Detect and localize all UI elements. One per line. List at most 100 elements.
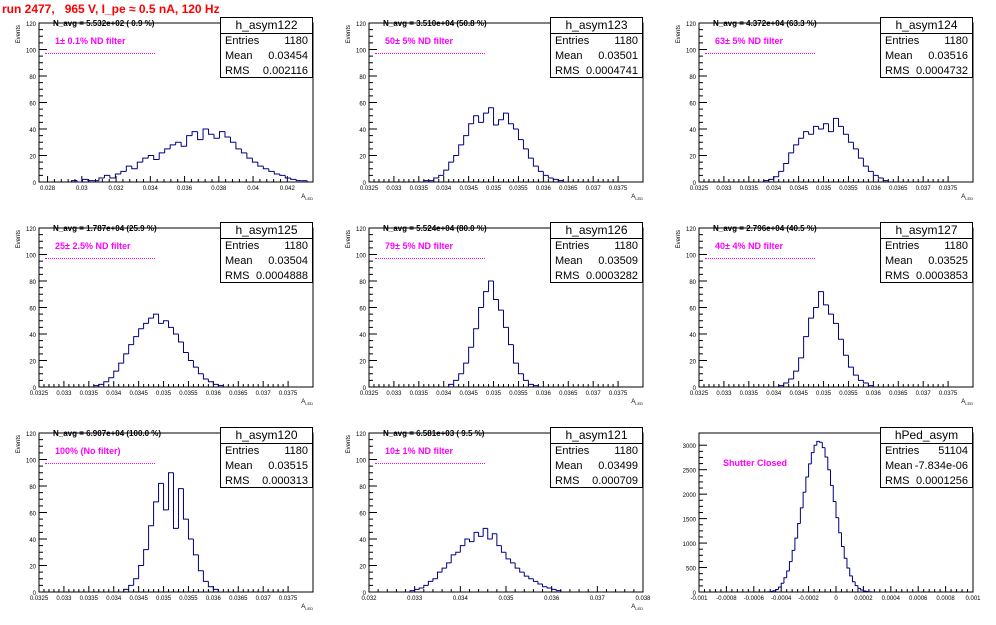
x-tick-label: 0.032 (361, 596, 377, 602)
histogram-bin (469, 124, 474, 136)
histogram-bin (824, 292, 829, 305)
stats-label: Mean (885, 459, 913, 474)
stats-label: Entries (555, 34, 589, 49)
annotation-underline (45, 463, 155, 464)
filter-annotation: Shutter Closed (723, 458, 787, 468)
histogram-bin (825, 448, 828, 457)
histogram-bin (858, 149, 863, 158)
histogram-bin (789, 153, 794, 164)
histogram-bin (843, 126, 848, 134)
x-tick-label: 0.033 (386, 186, 402, 192)
x-tick-label: 0.0002 (854, 596, 873, 602)
histogram-bin (504, 310, 509, 327)
histogram-bin (198, 132, 203, 140)
histogram-bin (489, 281, 494, 292)
histogram-bin (464, 363, 469, 374)
histogram-bin (203, 374, 208, 379)
histogram-bin (434, 178, 439, 181)
x-tick-label: 0.0004 (882, 596, 901, 602)
histogram-bin (829, 305, 834, 314)
x-tick-label: 0.0375 (279, 596, 298, 602)
x-tick-label: 0.036 (177, 186, 193, 192)
histogram-bin (114, 371, 119, 378)
histogram-bin (464, 136, 469, 145)
x-tick-label: 0.034 (436, 391, 452, 397)
stats-value: 51104 (938, 444, 968, 459)
stats-value: 0.03499 (598, 459, 638, 474)
histogram-bins (94, 314, 224, 387)
histogram-bin (203, 571, 208, 582)
histogram-bin (213, 382, 218, 385)
histogram-bin (154, 314, 159, 318)
stats-value: 1180 (614, 444, 638, 459)
x-tick-label: 0.0375 (939, 391, 958, 397)
x-tick-label: 0.034 (106, 391, 122, 397)
stats-value: 0.03504 (268, 254, 308, 269)
filter-annotation: 63± 5% ND filter (715, 36, 783, 46)
histogram-bin (533, 384, 538, 385)
x-tick-label: 0.0365 (889, 391, 908, 397)
y-tick-label: 20 (359, 565, 366, 571)
histogram-bin (523, 374, 528, 381)
histogram-bin (213, 587, 218, 590)
histogram-bin (806, 477, 809, 492)
histogram-bin (419, 588, 424, 589)
stats-value: 0.03525 (928, 254, 968, 269)
histogram-bin (533, 579, 538, 582)
stats-value: 1180 (944, 34, 968, 49)
filter-annotation: 1± 0.1% ND filter (55, 36, 125, 46)
histogram-bin (774, 177, 779, 180)
histogram-bin (822, 442, 825, 447)
x-tick-label: 0.0335 (410, 186, 429, 192)
histogram-bin (494, 281, 499, 300)
x-tick-label: 0.0335 (740, 186, 759, 192)
x-tick-label: 0.0325 (690, 391, 709, 397)
stats-label: Entries (885, 34, 919, 49)
histogram-bin (134, 579, 139, 586)
stats-label: RMS (885, 474, 909, 489)
histogram-bin (449, 162, 454, 170)
x-tick-label: 0.042 (280, 186, 296, 192)
histogram-name: h_asym120 (221, 428, 312, 444)
stats-value: -7.834e-06 (915, 459, 968, 474)
y-tick-label: 500 (686, 567, 697, 573)
y-tick-label: 20 (359, 155, 366, 161)
histogram-bins (410, 528, 561, 592)
histogram-bin (484, 113, 489, 122)
stats-row-mean: Mean 0.03499 (551, 459, 642, 474)
histogram-bin (479, 116, 484, 123)
histogram-bin (149, 526, 154, 550)
y-tick-label: 100 (686, 254, 697, 260)
histogram-bin (154, 502, 159, 526)
histogram-bin (513, 124, 518, 129)
histogram-bin (193, 539, 198, 555)
histogram-bin (415, 589, 420, 590)
x-tick-label: 0.033 (386, 391, 402, 397)
x-axis-label: ALED (301, 194, 313, 201)
x-axis-label-subscript: LED (635, 196, 643, 201)
y-tick-label: 20 (29, 360, 36, 366)
stats-label: Mean (555, 459, 583, 474)
histogram-bin (483, 528, 488, 536)
histogram-bin (241, 149, 246, 153)
histogram-bin (794, 371, 799, 379)
histogram-bin (800, 508, 803, 524)
histogram-bin (451, 555, 456, 563)
histogram-bin (176, 142, 181, 145)
histogram-bin (547, 587, 552, 588)
stats-label: Entries (225, 444, 259, 459)
y-tick-label: 100 (356, 254, 367, 260)
histogram-bin (447, 563, 452, 568)
histogram-bin (873, 171, 878, 175)
x-tick-label: 0.0365 (889, 186, 908, 192)
histogram-bin (183, 342, 188, 353)
x-tick-label: 0.0345 (129, 596, 148, 602)
